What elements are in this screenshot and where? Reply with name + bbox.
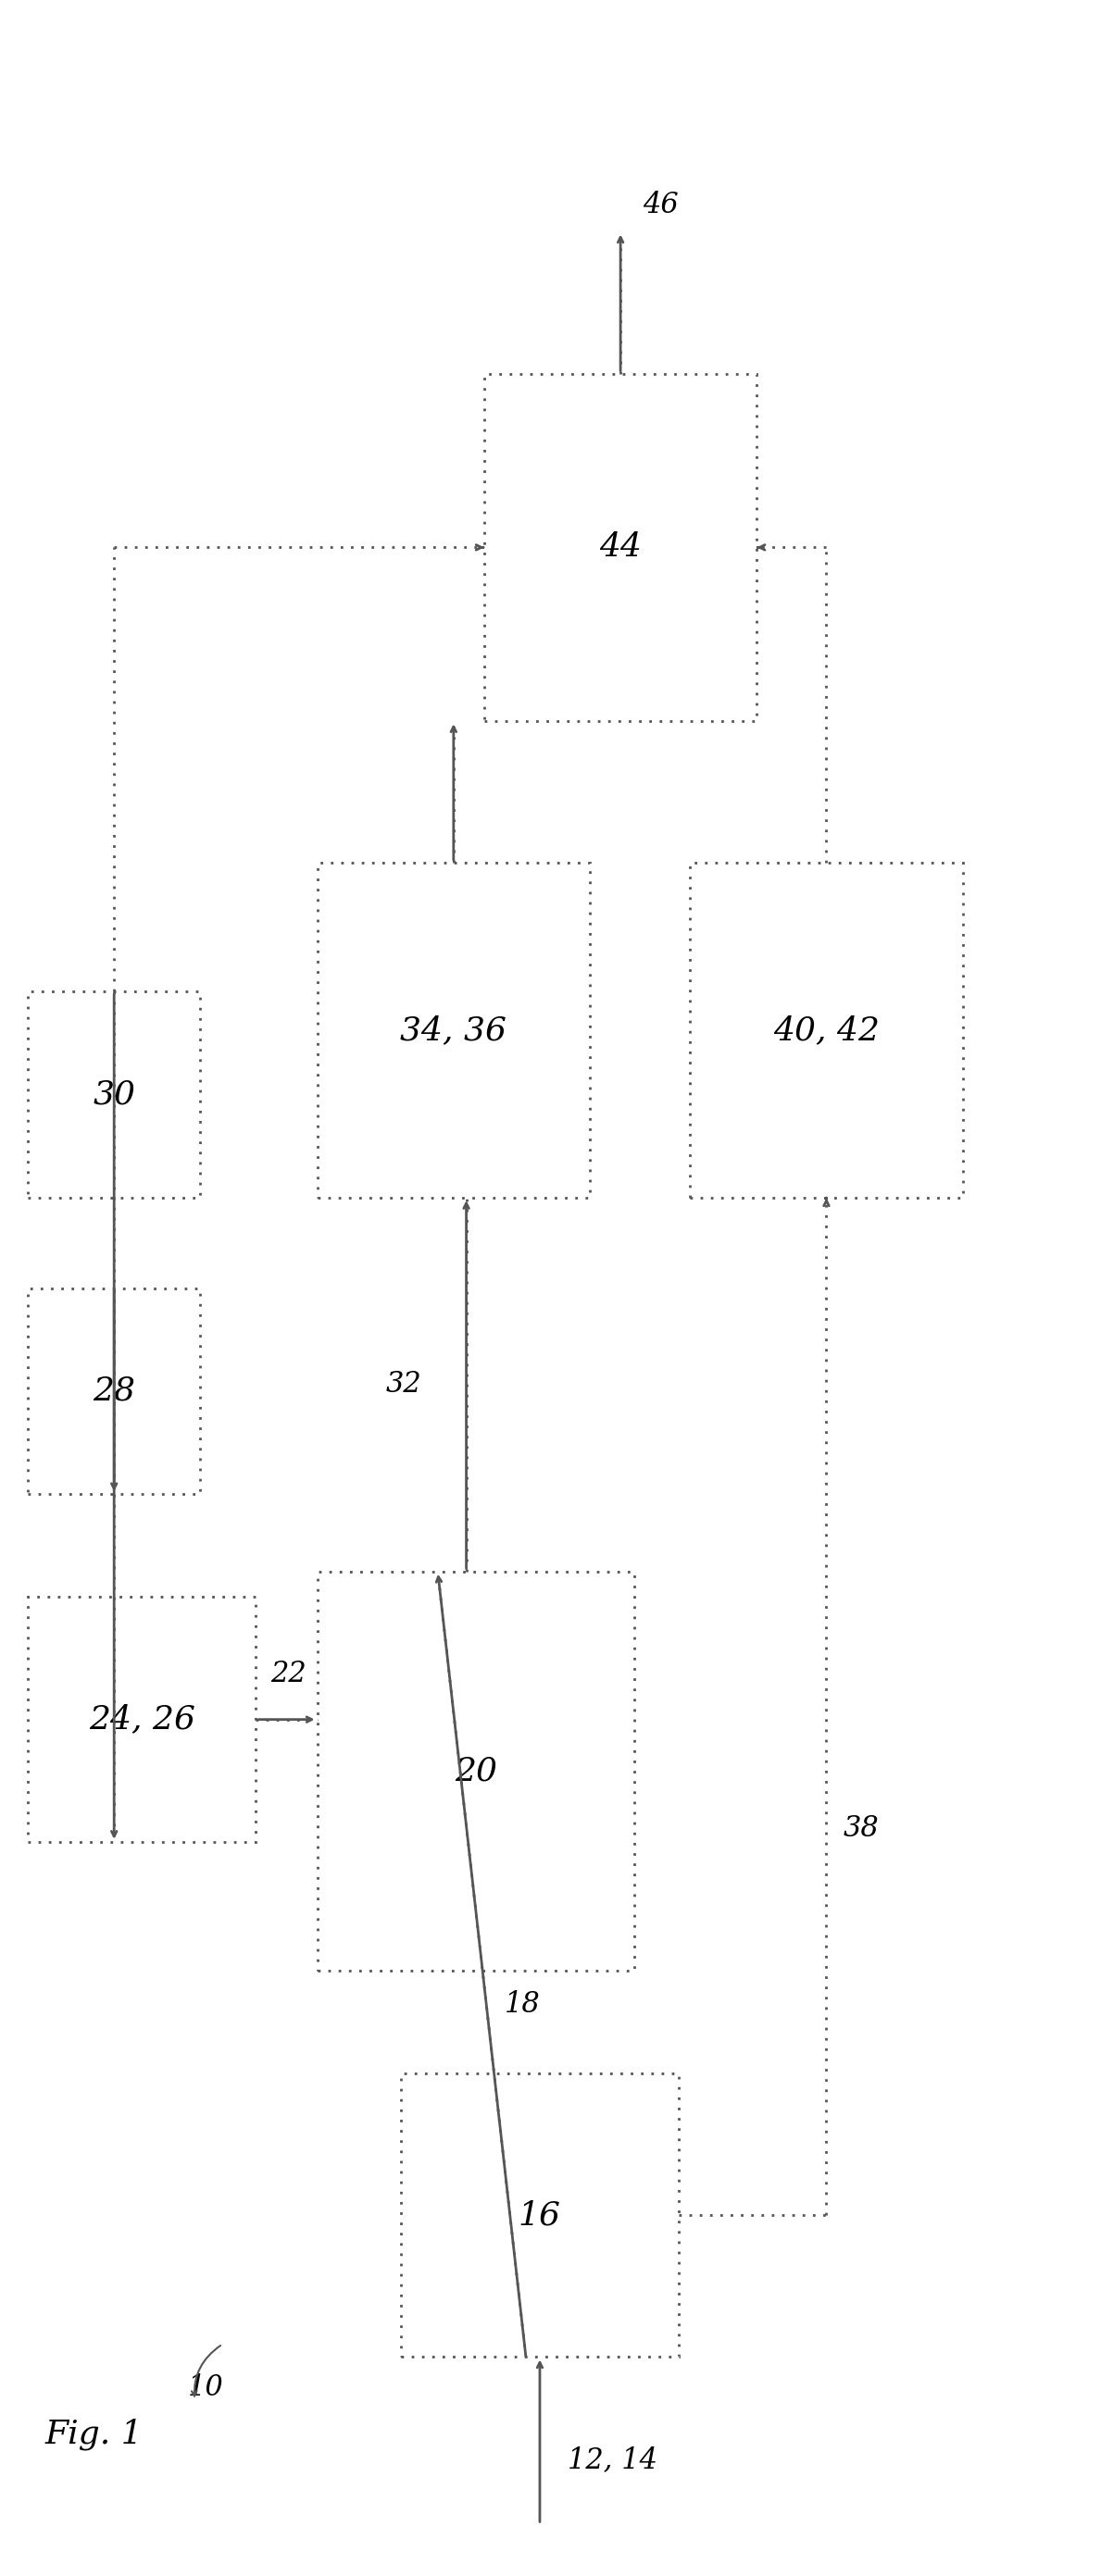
Text: 18: 18 — [504, 1989, 540, 2020]
FancyBboxPatch shape — [401, 2074, 679, 2357]
Text: 38: 38 — [844, 1814, 879, 1844]
Text: 10: 10 — [188, 2372, 224, 2403]
FancyBboxPatch shape — [28, 992, 200, 1198]
Text: 12, 14: 12, 14 — [568, 2445, 658, 2476]
Text: 46: 46 — [643, 191, 679, 219]
Text: 16: 16 — [519, 2200, 561, 2231]
FancyBboxPatch shape — [28, 1597, 256, 1842]
Text: 44: 44 — [599, 531, 642, 564]
Text: 24, 26: 24, 26 — [89, 1703, 195, 1736]
Text: Fig. 1: Fig. 1 — [45, 2419, 142, 2450]
Text: 20: 20 — [454, 1754, 498, 1788]
FancyBboxPatch shape — [317, 1571, 634, 1971]
FancyBboxPatch shape — [28, 1288, 200, 1494]
Text: 40, 42: 40, 42 — [774, 1015, 879, 1046]
FancyBboxPatch shape — [690, 863, 963, 1198]
FancyBboxPatch shape — [484, 374, 757, 721]
Text: 34, 36: 34, 36 — [401, 1015, 506, 1046]
Text: 30: 30 — [92, 1079, 136, 1110]
Text: 32: 32 — [386, 1370, 422, 1399]
FancyBboxPatch shape — [317, 863, 590, 1198]
Text: 28: 28 — [92, 1376, 136, 1406]
Text: 22: 22 — [270, 1659, 307, 1690]
